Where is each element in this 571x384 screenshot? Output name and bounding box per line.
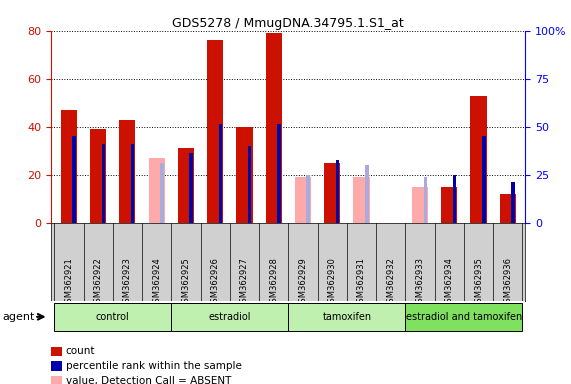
Bar (102, 144, 105, 223)
Bar (482, 136, 485, 223)
Bar (90, 129, 106, 223)
FancyBboxPatch shape (171, 303, 288, 331)
Bar (190, 153, 193, 223)
Bar (73, 136, 76, 223)
Bar (336, 161, 339, 223)
Bar (278, 124, 281, 223)
Bar (471, 96, 486, 223)
Bar (207, 40, 223, 223)
FancyBboxPatch shape (54, 303, 171, 331)
Bar (307, 175, 310, 223)
Bar (219, 124, 222, 223)
Bar (266, 33, 282, 223)
Bar (412, 187, 428, 223)
Text: value, Detection Call = ABSENT: value, Detection Call = ABSENT (66, 376, 231, 384)
Bar (424, 177, 427, 223)
Text: count: count (66, 346, 95, 356)
Text: control: control (96, 312, 130, 322)
Bar (441, 187, 457, 223)
Bar (324, 163, 340, 223)
Bar (500, 194, 516, 223)
Bar (178, 148, 194, 223)
Bar (365, 165, 368, 223)
Bar (511, 182, 515, 223)
Bar (248, 146, 251, 223)
Bar (61, 110, 77, 223)
Text: percentile rank within the sample: percentile rank within the sample (66, 361, 242, 371)
Bar (119, 119, 135, 223)
Bar (295, 177, 311, 223)
Bar (353, 177, 369, 223)
FancyBboxPatch shape (405, 303, 522, 331)
Text: estradiol and tamoxifen: estradiol and tamoxifen (406, 312, 522, 322)
FancyBboxPatch shape (288, 303, 405, 331)
Bar (131, 144, 135, 223)
Text: tamoxifen: tamoxifen (322, 312, 371, 322)
Title: GDS5278 / MmugDNA.34795.1.S1_at: GDS5278 / MmugDNA.34795.1.S1_at (172, 17, 404, 30)
Bar (148, 158, 165, 223)
Bar (236, 127, 252, 223)
Text: agent: agent (3, 312, 35, 322)
Bar (160, 163, 164, 223)
Bar (453, 175, 456, 223)
Text: estradiol: estradiol (208, 312, 251, 322)
